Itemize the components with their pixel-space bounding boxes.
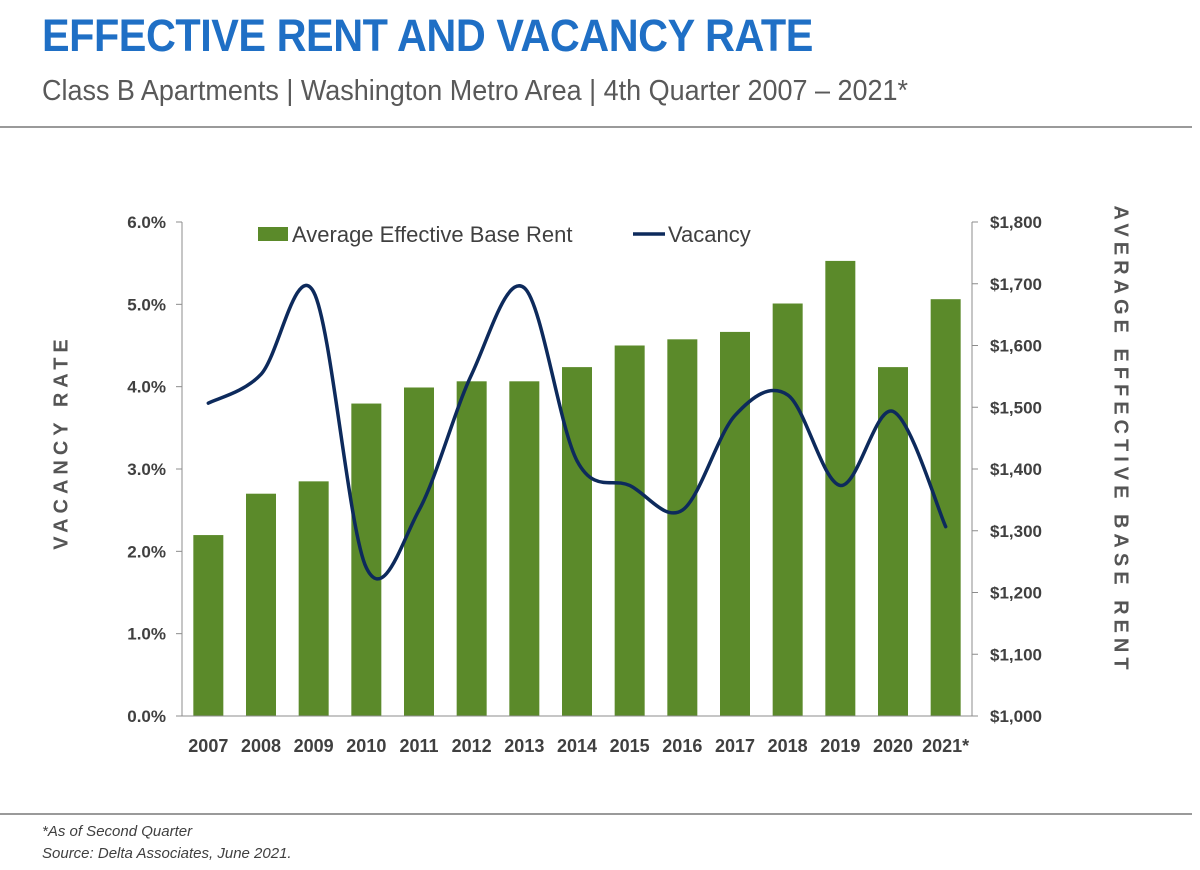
right-axis-title: AVERAGE EFFECTIVE BASE RENT: [1109, 205, 1132, 675]
x-tick-label: 2013: [504, 736, 544, 756]
x-tick-label: 2021*: [922, 736, 969, 756]
rent-bar: [614, 345, 645, 716]
legend-rent-label: Average Effective Base Rent: [292, 222, 572, 247]
rent-bar: [878, 367, 908, 716]
left-tick-label: 1.0%: [127, 625, 166, 644]
right-tick-label: $1,200: [990, 584, 1042, 603]
right-tick-label: $1,100: [990, 645, 1042, 664]
rent-bar: [667, 339, 698, 716]
vacancy-line: [206, 283, 948, 581]
rent-bar: [351, 403, 382, 716]
rent-bars: [193, 260, 961, 716]
left-axis-title: VACANCY RATE: [50, 334, 73, 550]
source-note: Source: Delta Associates, June 2021.: [42, 845, 292, 862]
x-tick-label: 2014: [557, 736, 597, 756]
right-tick-label: $1,700: [990, 275, 1042, 294]
legend-rent-swatch: [258, 227, 288, 241]
rent-bar: [772, 303, 803, 716]
right-tick-label: $1,000: [990, 707, 1042, 726]
left-tick-label: 0.0%: [127, 707, 166, 726]
left-tick-label: 2.0%: [127, 542, 166, 561]
rent-bar: [509, 381, 540, 716]
right-tick-label: $1,400: [990, 460, 1042, 479]
x-tick-label: 2012: [452, 736, 492, 756]
right-tick-label: $1,300: [990, 522, 1042, 541]
x-tick-label: 2011: [399, 736, 438, 756]
x-tick-label: 2020: [873, 736, 913, 756]
left-tick-label: 5.0%: [127, 295, 166, 314]
left-tick-label: 6.0%: [127, 213, 166, 232]
x-tick-label: 2017: [715, 736, 755, 756]
bottom-divider: [0, 813, 1192, 815]
legend-vacancy-label: Vacancy: [668, 222, 751, 247]
chart-legend: Average Effective Base Rent Vacancy: [258, 222, 751, 247]
right-tick-label: $1,800: [990, 213, 1042, 232]
x-tick-label: 2007: [188, 736, 228, 756]
right-tick-label: $1,600: [990, 337, 1042, 356]
x-tick-label: 2009: [294, 736, 334, 756]
page-subtitle: Class B Apartments | Washington Metro Ar…: [42, 75, 909, 107]
left-tick-label: 4.0%: [127, 378, 166, 397]
left-tick-label: 3.0%: [127, 460, 166, 479]
x-tick-label: 2016: [662, 736, 702, 756]
x-tick-label: 2018: [768, 736, 808, 756]
x-tick-label: 2015: [610, 736, 650, 756]
rent-bar: [456, 381, 487, 716]
rent-bar: [825, 260, 856, 716]
right-tick-label: $1,500: [990, 398, 1042, 417]
chart-axes: 0.0% 1.0% 2.0% 3.0% 4.0% 5.0% 6.0% $1,000 $1,100…: [127, 213, 1042, 756]
page-title: EFFECTIVE RENT AND VACANCY RATE: [42, 10, 813, 61]
x-tick-label: 2010: [346, 736, 386, 756]
rent-bar: [720, 331, 750, 716]
rent-bar: [193, 535, 224, 716]
rent-bar: [298, 481, 329, 716]
rent-bar: [562, 367, 592, 716]
top-divider: [0, 126, 1192, 128]
x-tick-label: 2019: [820, 736, 860, 756]
rent-bar: [930, 299, 961, 716]
rent-bar: [246, 493, 276, 716]
footnote: *As of Second Quarter: [42, 823, 193, 840]
vacancy-line-group: [206, 283, 948, 581]
x-tick-label: 2008: [241, 736, 281, 756]
rent-bar: [404, 387, 434, 716]
